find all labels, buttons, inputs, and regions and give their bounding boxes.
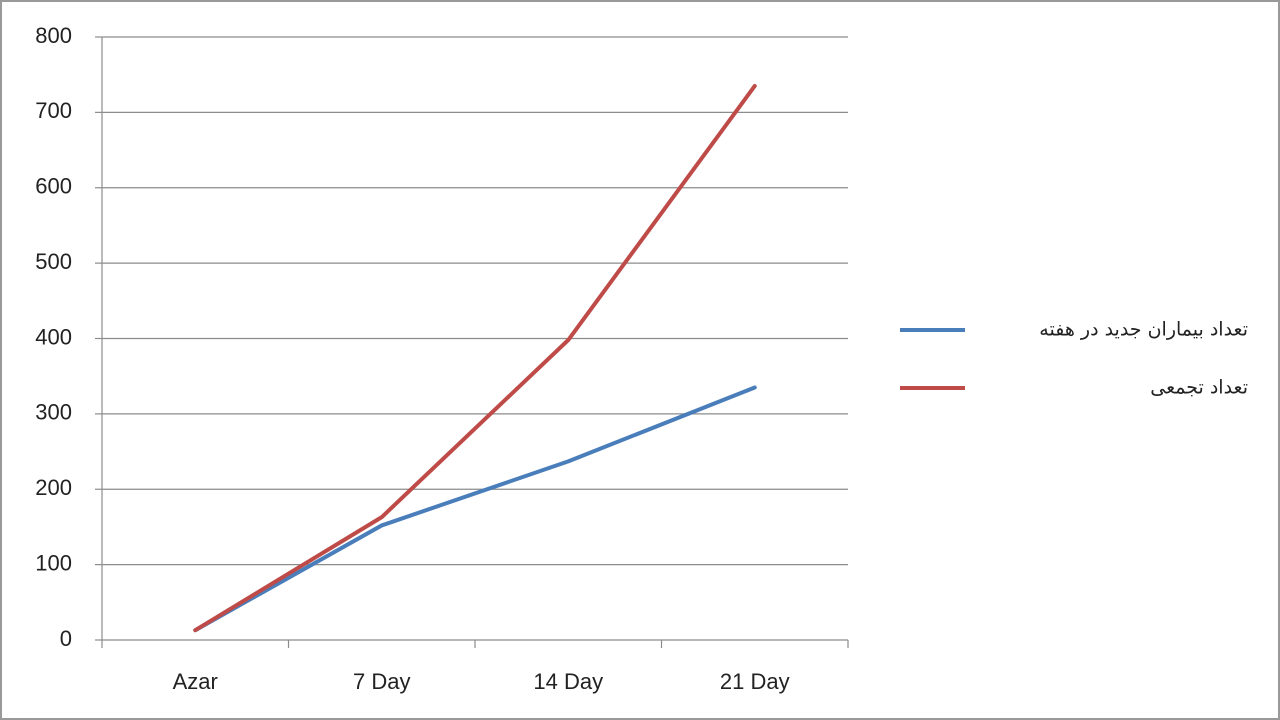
y-tick-label: 600 <box>35 174 72 199</box>
x-tick-label: 14 Day <box>533 669 603 694</box>
y-tick-label: 700 <box>35 98 72 123</box>
y-tick-label: 100 <box>35 550 72 575</box>
x-tick-label: 7 Day <box>353 669 410 694</box>
x-tick-label: 21 Day <box>720 669 790 694</box>
legend-label: تعداد تجمعی <box>1150 377 1248 399</box>
x-tick-label: Azar <box>173 669 218 694</box>
y-tick-label: 800 <box>35 23 72 48</box>
y-tick-label: 400 <box>35 324 72 349</box>
legend-label: تعداد بیماران جدید در هفته <box>1039 319 1248 341</box>
y-tick-label: 200 <box>35 475 72 500</box>
y-tick-label: 300 <box>35 400 72 425</box>
y-tick-label: 500 <box>35 249 72 274</box>
y-tick-label: 0 <box>60 626 72 651</box>
series-line <box>193 83 757 633</box>
series-line <box>193 385 757 633</box>
